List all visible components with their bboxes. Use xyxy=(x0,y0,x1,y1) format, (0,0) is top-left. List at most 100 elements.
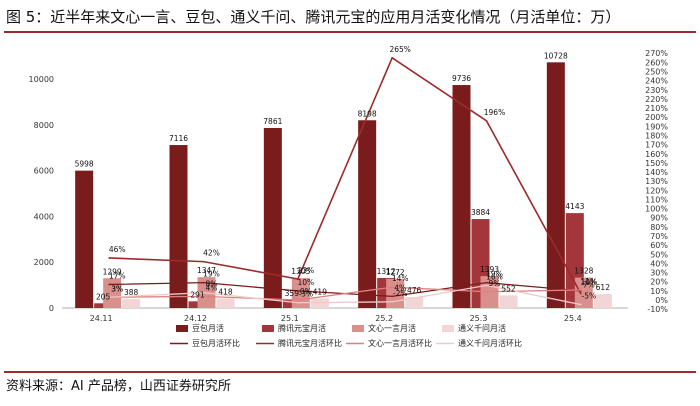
line-point xyxy=(485,290,488,293)
bar-value-label: 388 xyxy=(124,288,139,297)
bar xyxy=(216,298,235,308)
figure-title: 图 5：近半年来文心一言、豆包、通义千问、腾讯元宝的应用月活变化情况（月活单位：… xyxy=(6,8,621,26)
bar xyxy=(546,62,565,309)
legend-entry: 通义千问月活环比 xyxy=(458,338,522,348)
line-value-label: -2% xyxy=(393,289,408,298)
bar xyxy=(263,127,282,309)
legend-entry: 文心一言月活环比 xyxy=(368,338,432,348)
legend-swatch xyxy=(352,325,364,332)
line-point xyxy=(580,303,582,306)
bar xyxy=(499,295,518,308)
left-tick-label: 0 xyxy=(49,304,54,313)
x-tick-label: 25.2 xyxy=(375,314,393,323)
legend-entry: 文心一言月活 xyxy=(368,323,416,333)
bar-value-label: 5998 xyxy=(75,160,94,169)
right-tick-label: 160% xyxy=(645,150,668,159)
line-point xyxy=(202,291,205,294)
bar xyxy=(103,278,122,308)
legend-entry: 豆包月活 xyxy=(192,323,224,333)
right-tick-label: 20% xyxy=(650,278,668,287)
right-tick-label: 220% xyxy=(645,95,668,104)
bar xyxy=(593,293,612,308)
line-value-label: 14% xyxy=(392,274,409,283)
right-tick-label: -10% xyxy=(647,305,668,314)
bar-value-label: 3884 xyxy=(471,208,490,217)
right-tick-label: 30% xyxy=(650,269,668,278)
bar-value-label: 1305 xyxy=(291,267,310,276)
right-tick-label: 120% xyxy=(645,186,668,195)
line-value-label: 11% xyxy=(580,277,597,286)
right-tick-label: 240% xyxy=(645,77,668,86)
line-point xyxy=(580,292,582,295)
right-tick-label: 110% xyxy=(645,195,668,204)
right-tick-label: 10% xyxy=(650,287,668,296)
line-value-label: 10% xyxy=(580,278,597,287)
bar xyxy=(405,297,424,308)
bar-value-label: 1347 xyxy=(197,266,216,275)
left-axis: 0 2000 4000 6000 8000 10000 xyxy=(29,75,628,313)
source-note: 资料来源：AI 产品榜，山西证券研究所 xyxy=(6,379,231,394)
line-point xyxy=(108,283,110,286)
line-value-label: 8% xyxy=(206,280,218,289)
right-tick-label: 80% xyxy=(650,223,668,232)
line-point xyxy=(202,295,205,298)
bar-value-label: 418 xyxy=(218,287,233,296)
bar-value-label: 612 xyxy=(596,283,611,292)
line-value-label: 265% xyxy=(389,45,410,54)
data-label-group: 5998 7116 7861 8198 9736 10728 205 291 359 1312 38… xyxy=(75,45,611,302)
bar xyxy=(574,277,593,308)
right-tick-label: 140% xyxy=(645,168,668,177)
line-point xyxy=(297,301,299,304)
line-value-label: -3% xyxy=(299,290,314,299)
line-point xyxy=(202,281,205,284)
right-tick-label: 40% xyxy=(650,259,668,268)
series-line xyxy=(109,56,582,294)
right-tick-label: 170% xyxy=(645,141,668,150)
left-tick-label: 10000 xyxy=(29,75,54,84)
line-value-label: 19% xyxy=(203,270,220,279)
left-tick-label: 8000 xyxy=(34,121,54,130)
right-tick-label: 70% xyxy=(650,232,668,241)
legend-entry: 腾讯元宝月活环比 xyxy=(278,338,342,348)
line-value-label: 9% xyxy=(489,279,501,288)
series-line xyxy=(109,286,581,301)
bar xyxy=(169,145,188,308)
left-tick-label: 4000 xyxy=(34,212,54,221)
line-value-label: 16% xyxy=(486,272,503,281)
line-value-label: 196% xyxy=(484,108,505,117)
legend-entry: 腾讯元宝月活 xyxy=(278,323,326,333)
bar-value-label: 419 xyxy=(313,287,328,296)
line-value-label: -5% xyxy=(582,292,597,301)
line-point xyxy=(391,295,393,298)
right-axis: -10%0%10%20%30%40%50%60%70%80%90%100%110… xyxy=(645,49,668,314)
line-value-label: 7% xyxy=(583,281,595,290)
x-tick-label: 25.1 xyxy=(281,314,299,323)
legend-swatch xyxy=(442,325,454,332)
left-tick-label: 2000 xyxy=(34,258,54,267)
right-tick-label: 200% xyxy=(645,113,668,122)
right-tick-label: 250% xyxy=(645,68,668,77)
bar-value-label: 9736 xyxy=(452,74,471,83)
bar-value-label: 4143 xyxy=(565,202,584,211)
x-tick-label: 24.12 xyxy=(184,314,207,323)
line-point xyxy=(297,299,299,301)
bar-series-group xyxy=(75,62,612,309)
line-point xyxy=(485,284,488,287)
bar-value-label: 7116 xyxy=(169,134,188,143)
legend-entry: 豆包月活环比 xyxy=(192,338,240,348)
bar-value-label: 10728 xyxy=(544,51,568,60)
right-tick-label: 0% xyxy=(655,296,668,305)
line-value-label: 4% xyxy=(206,283,218,292)
x-tick-label: 24.11 xyxy=(90,314,113,323)
line-series-group xyxy=(108,56,582,306)
bar-value-label: 291 xyxy=(190,290,205,299)
line-point xyxy=(297,278,299,280)
bar-value-label: 359 xyxy=(285,289,300,298)
right-tick-label: 100% xyxy=(645,205,668,214)
right-tick-label: 50% xyxy=(650,250,668,259)
title-rule xyxy=(4,31,696,33)
line-value-label: 3% xyxy=(111,284,123,293)
line-value-label: 3% xyxy=(111,284,123,293)
line-point xyxy=(485,281,488,284)
